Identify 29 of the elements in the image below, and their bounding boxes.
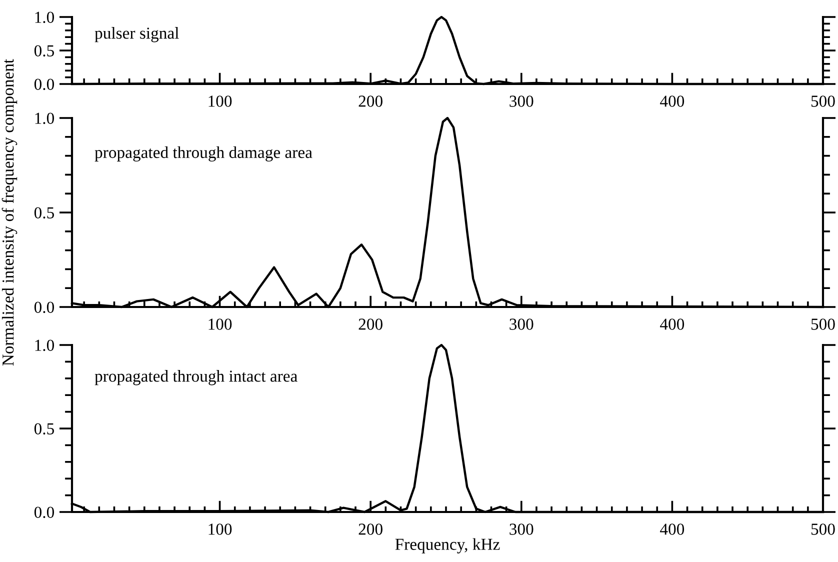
y-tick-label: 1.0: [35, 340, 54, 352]
y-tick-label: 1.0: [35, 112, 54, 124]
x-tick-label: 200: [358, 96, 382, 107]
x-tick-label: 500: [811, 96, 835, 107]
x-tick-label: 500: [811, 318, 835, 330]
x-tick-label: 100: [208, 524, 232, 535]
x-tick-label: 200: [358, 318, 382, 330]
x-tick-label: 500: [811, 524, 835, 535]
y-tick-label: 0.5: [34, 423, 54, 435]
text: propagated through intact area: [94, 370, 298, 386]
y-axis-title: Normalized intensity of frequency component: [2, 58, 18, 366]
x-tick-label: 400: [660, 524, 684, 535]
text: propagated through damage area: [94, 146, 312, 162]
y-tick-label: 1.0: [35, 12, 54, 24]
x-tick-label: 400: [660, 318, 684, 330]
x-axis-title: Frequency, kHz: [395, 538, 500, 554]
y-tick-label: 0.0: [34, 302, 54, 314]
x-tick-label: 400: [660, 96, 684, 107]
x-tick-label: 100: [208, 96, 232, 107]
x-tick-label: 300: [510, 524, 534, 535]
y-tick-label: 0.5: [34, 207, 54, 219]
y-tick-label: 0.0: [34, 78, 54, 90]
y-tick-label: 0.0: [34, 506, 54, 518]
text: pulser signal: [94, 27, 179, 42]
x-tick-label: 100: [208, 318, 232, 330]
x-tick-label: 300: [510, 96, 534, 107]
y-tick-label: 0.5: [34, 45, 54, 57]
x-tick-label: 300: [510, 318, 534, 330]
x-tick-label: 200: [358, 524, 382, 535]
